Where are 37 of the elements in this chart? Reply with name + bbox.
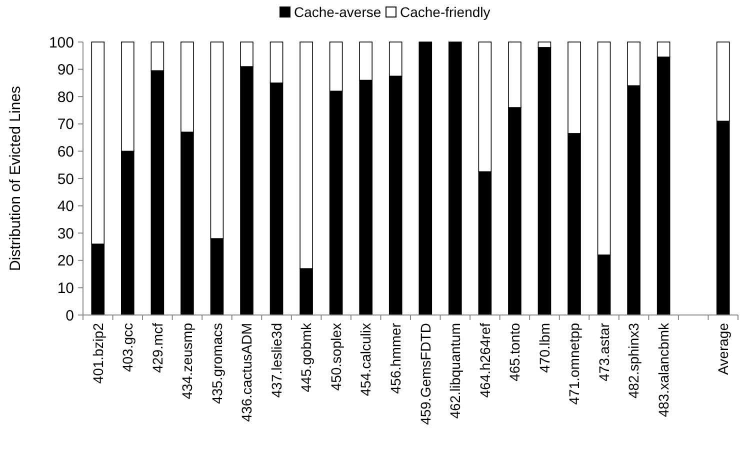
x-tick-label: 471.omnetpp — [566, 322, 582, 405]
legend-label: Cache-friendly — [400, 4, 490, 20]
x-tick-label: Average — [715, 322, 732, 375]
x-tick-label: 454.calculix — [358, 323, 374, 396]
x-tick-label: 482.sphinx3 — [626, 322, 642, 399]
x-tick-label: 483.xalancbmk — [655, 322, 672, 418]
x-tick-label: 459.GemsFDTD — [417, 323, 434, 425]
x-tick-label: 435.gromacs — [208, 323, 225, 404]
x-tick-label: 403.gcc — [120, 323, 136, 372]
x-tick-label: 473.astar — [596, 322, 612, 382]
x-tick-label: 456.hmmer — [388, 322, 404, 394]
y-tick-label: 70 — [57, 116, 74, 134]
y-tick-label: 100 — [48, 34, 74, 52]
x-tick-label: 465.tonto — [506, 322, 523, 382]
bar — [448, 42, 462, 316]
y-tick-label: 20 — [57, 252, 74, 270]
x-tick-label: 437.leslie3d — [268, 323, 284, 398]
y-tick-label: 50 — [57, 170, 74, 188]
x-tick-label: 462.libquantum — [447, 323, 464, 419]
y-tick-label: 40 — [57, 198, 74, 216]
x-tick-label: 429.mcf — [149, 322, 166, 373]
x-tick-label: 436.cactusADM — [238, 323, 255, 422]
y-tick-label: 60 — [57, 143, 74, 160]
y-tick-label: 10 — [57, 280, 74, 297]
y-tick-label: 0 — [66, 307, 74, 324]
y-axis-title: Distribution of Evicted Lines — [7, 86, 24, 272]
bar — [418, 42, 432, 316]
x-tick-label: 445.gobmk — [298, 322, 314, 392]
x-tick-label: 434.zeusmp — [179, 322, 196, 400]
legend-label: Cache-averse — [294, 4, 382, 20]
y-tick-label: 90 — [57, 62, 74, 79]
x-tick-label: 464.h264ref — [476, 322, 493, 398]
y-tick-label: 80 — [57, 88, 74, 106]
x-tick-label: 401.bzip2 — [90, 322, 106, 384]
x-tick-label: 470.lbm — [536, 323, 552, 373]
x-tick-label: 450.soplex — [328, 323, 344, 391]
y-tick-label: 30 — [57, 225, 74, 242]
